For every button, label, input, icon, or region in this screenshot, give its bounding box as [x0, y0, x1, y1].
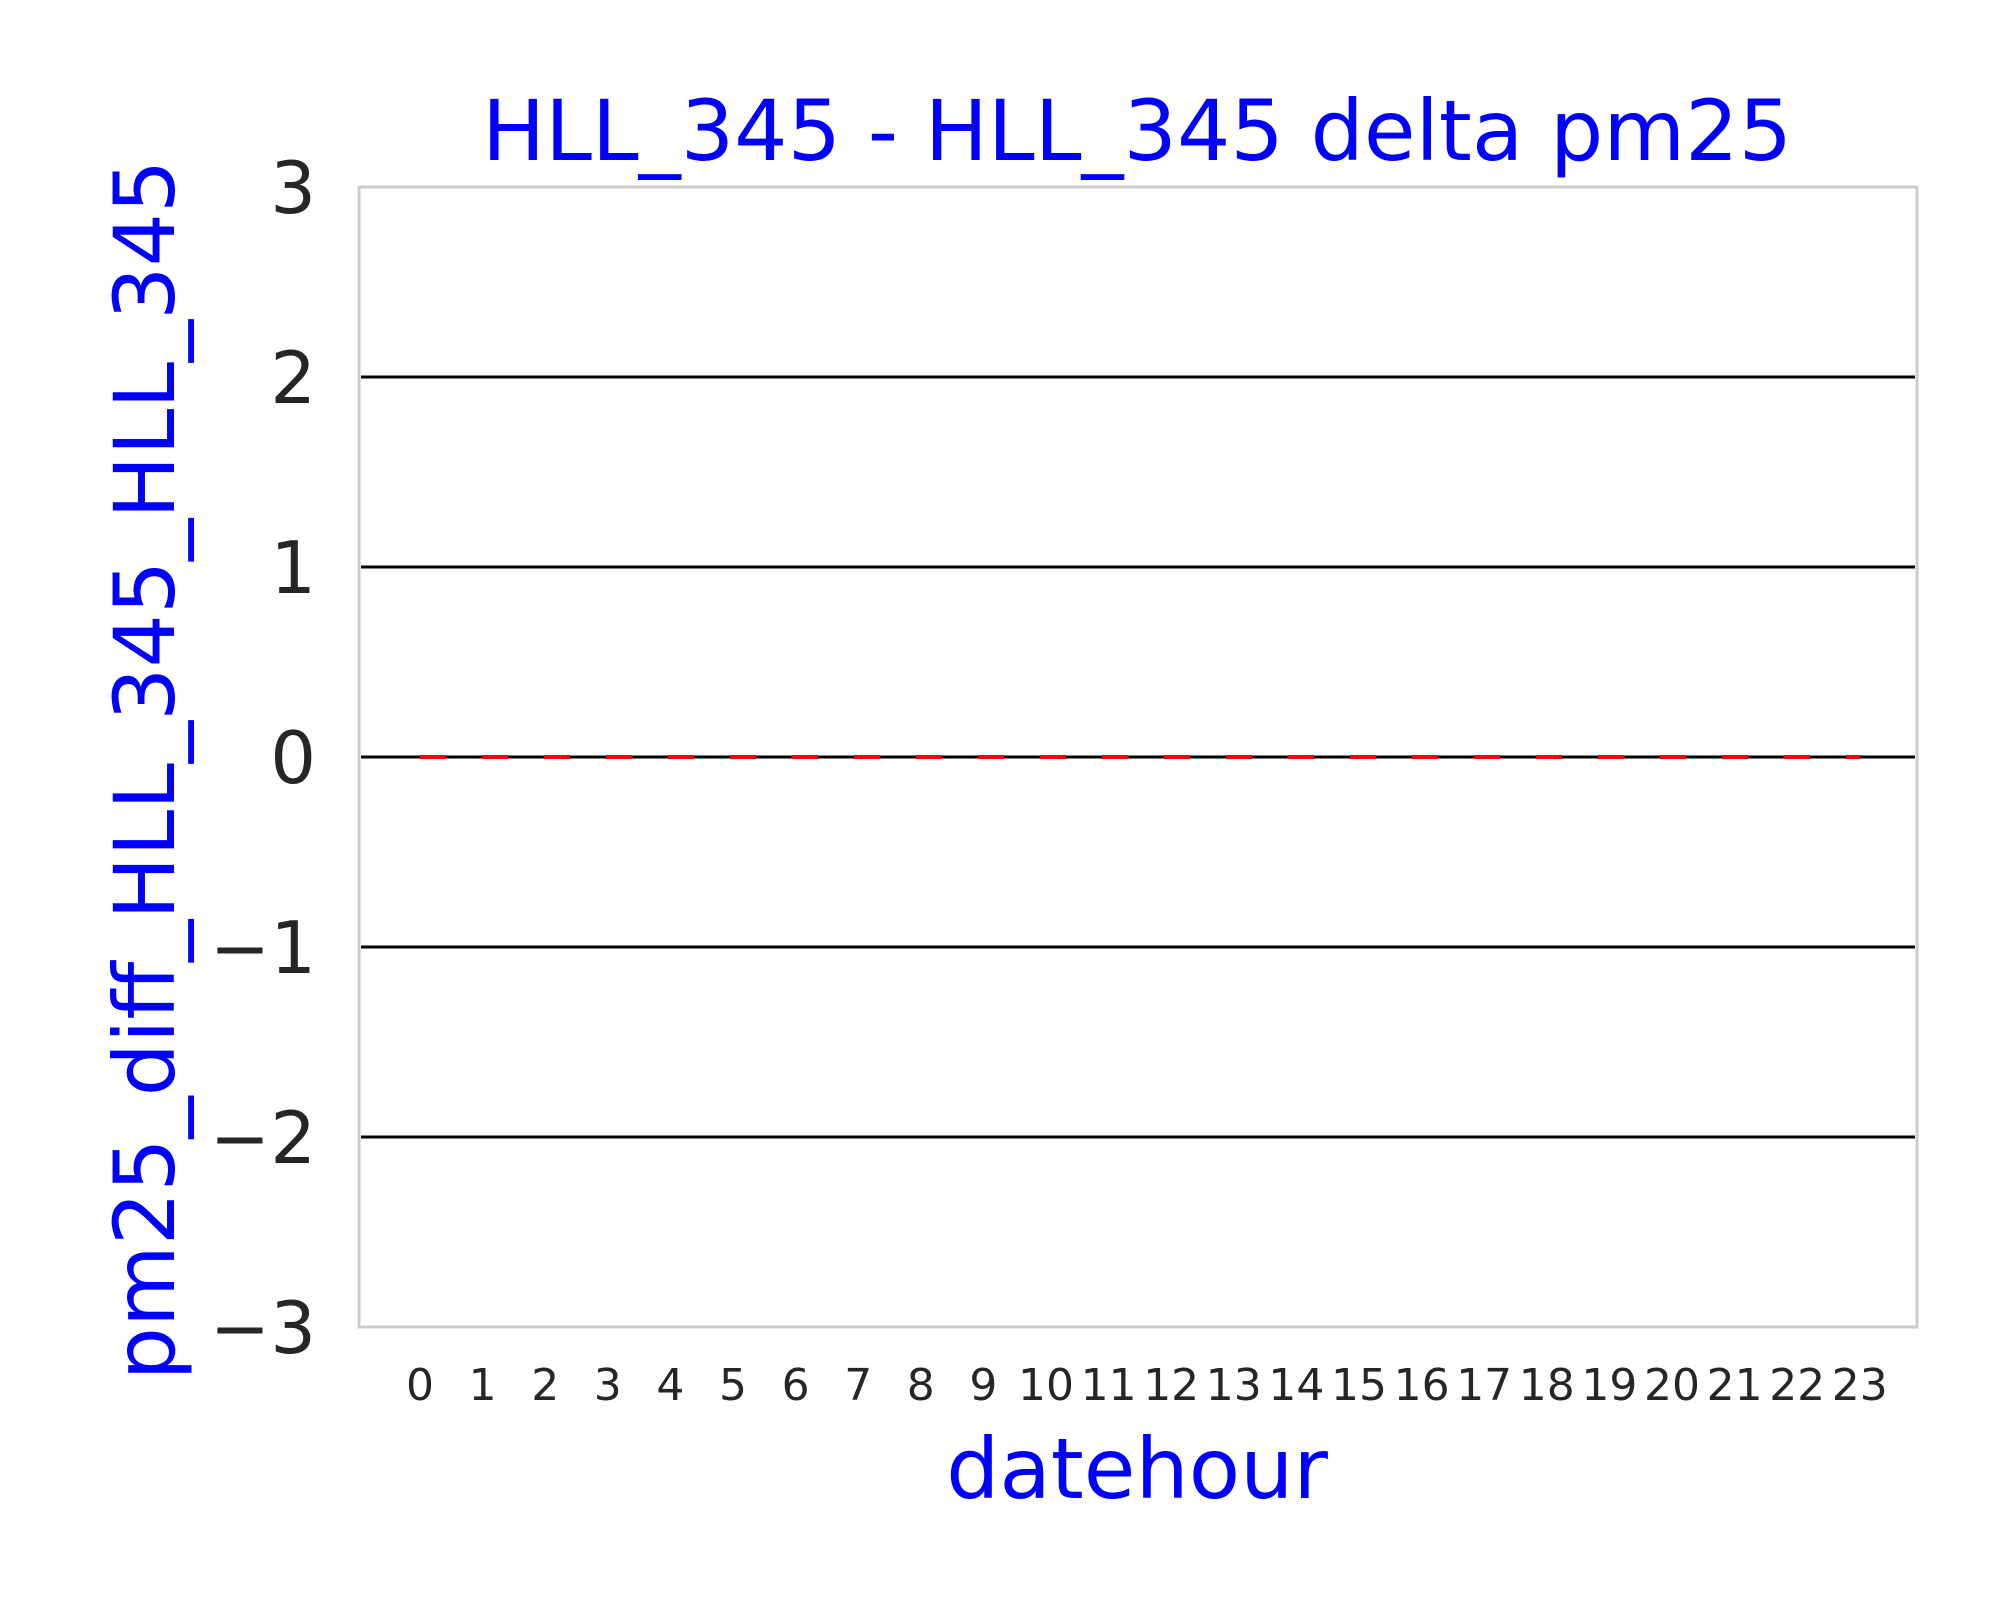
x-tick-labels: 0 1 2 3 4 5 6 7 8 9 10 11 12 13 14 15 16 17 18 19 20 21 22 23	[406, 1360, 1888, 1411]
x-tick-label: 8	[907, 1360, 935, 1411]
x-tick-label: 3	[594, 1360, 622, 1411]
y-tick-label: 1	[270, 526, 316, 610]
x-tick-label: 23	[1832, 1360, 1888, 1411]
x-tick-label: 15	[1331, 1360, 1387, 1411]
x-tick-label: 7	[844, 1360, 872, 1411]
x-tick-label: 6	[782, 1360, 810, 1411]
y-tick-label: 0	[270, 716, 316, 800]
x-tick-label: 4	[656, 1360, 684, 1411]
x-tick-label: 2	[531, 1360, 559, 1411]
y-tick-label: 2	[270, 336, 316, 420]
x-tick-label: 12	[1143, 1360, 1199, 1411]
x-tick-label: 11	[1081, 1360, 1137, 1411]
x-tick-label: 13	[1206, 1360, 1262, 1411]
x-tick-label: 22	[1769, 1360, 1825, 1411]
y-tick-label: 3	[270, 146, 316, 230]
x-tick-label: 5	[719, 1360, 747, 1411]
x-tick-label: 20	[1644, 1360, 1700, 1411]
y-tick-label: −1	[210, 906, 316, 990]
x-tick-label: 1	[469, 1360, 497, 1411]
x-tick-label: 21	[1707, 1360, 1763, 1411]
x-tick-label: 16	[1394, 1360, 1450, 1411]
plot-frame	[357, 185, 1919, 1329]
x-tick-label: 10	[1018, 1360, 1074, 1411]
chart-title: HLL_345 - HLL_345 delta pm25	[482, 82, 1792, 180]
y-tick-label: −2	[210, 1096, 316, 1180]
x-tick-label: 9	[969, 1360, 997, 1411]
y-tick-label: −3	[210, 1286, 316, 1370]
x-tick-label: 17	[1456, 1360, 1512, 1411]
y-axis-label: pm25_diff_HLL_345_HLL_345	[96, 160, 194, 1381]
x-tick-label: 19	[1581, 1360, 1637, 1411]
x-tick-label: 14	[1268, 1360, 1324, 1411]
x-axis-label: datehour	[946, 1420, 1328, 1518]
x-tick-label: 18	[1519, 1360, 1575, 1411]
y-tick-labels: −3 −2 −1 0 1 2 3	[210, 146, 316, 1370]
x-tick-label: 0	[406, 1360, 434, 1411]
